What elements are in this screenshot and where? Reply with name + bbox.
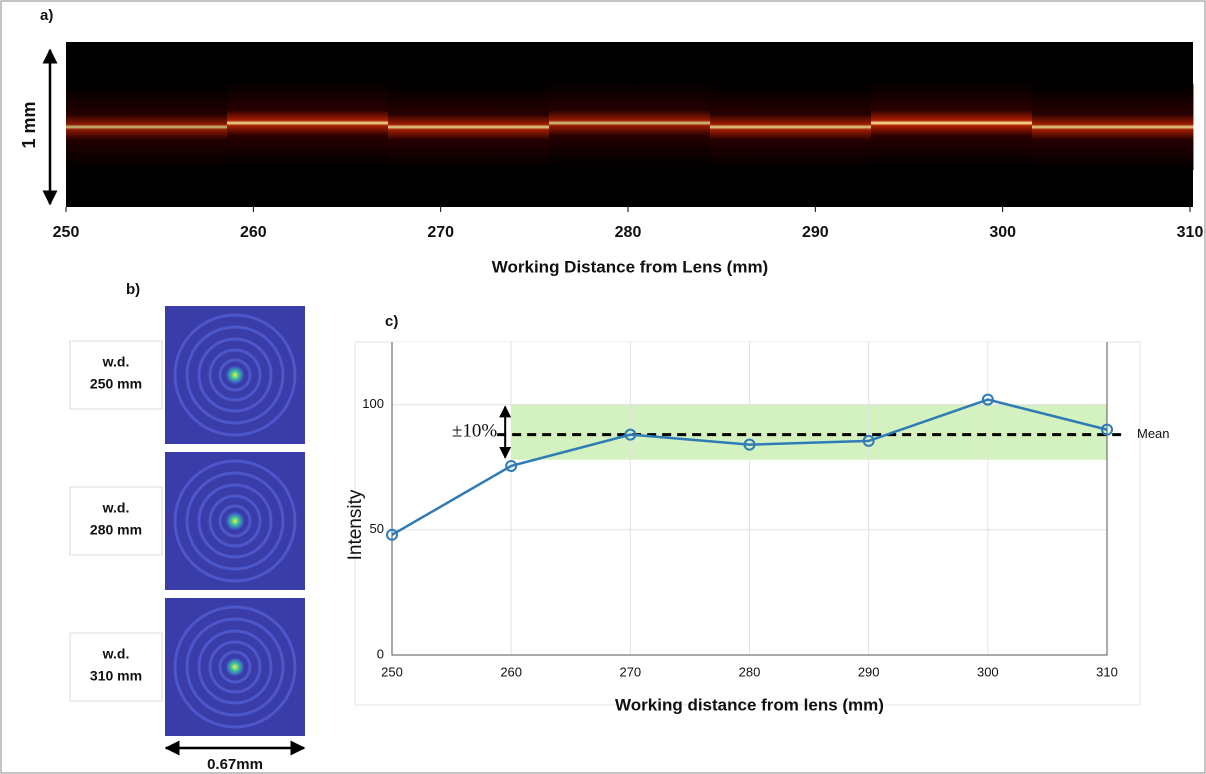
label: 310 mm (90, 668, 142, 684)
x-tick-label: 310 (1177, 224, 1204, 241)
x-tick-label: 270 (619, 664, 641, 679)
spot (226, 512, 244, 530)
label: w.d. (102, 354, 130, 370)
x-tick-label: 270 (427, 224, 454, 241)
x-tick-label: 290 (858, 664, 880, 679)
x-tick-label: 310 (1096, 664, 1118, 679)
y-tick-label: 50 (370, 521, 384, 536)
panel-b: b) w.d. 250 mm w.d. 280 mm w.d. 310 mm 0.67mm (70, 281, 305, 773)
x-label: Working distance from lens (mm) (615, 695, 884, 714)
panel-label: c) (385, 313, 398, 330)
tolerance-band (511, 405, 1107, 460)
beam-segment (549, 80, 711, 166)
x-tick-label: 280 (615, 224, 642, 241)
mean-label: Mean (1137, 426, 1170, 441)
label: 250 mm (90, 376, 142, 392)
x-tick-label: 250 (381, 664, 403, 679)
panel-a: a) 1 mm Working Distance from Lens (mm) (19, 7, 1194, 277)
y-label: Intensity (345, 489, 366, 560)
beam-segment (388, 84, 550, 170)
x-tick-label: 280 (739, 664, 761, 679)
figure: a) 1 mm Working Distance from Lens (mm) … (0, 0, 1206, 774)
beam-segment (871, 80, 1033, 166)
band-label: ±10% (452, 421, 497, 442)
scale-label: 0.67mm (207, 756, 263, 773)
spot (226, 658, 244, 676)
x-tick-label: 300 (977, 664, 999, 679)
panel-label: b) (126, 281, 140, 298)
x-label: Working Distance from Lens (mm) (492, 257, 768, 276)
beam-segment (227, 80, 389, 166)
x-tick-label: 260 (240, 224, 267, 241)
label: w.d. (102, 646, 130, 662)
beam-segment (710, 84, 872, 170)
beam-segment (1032, 84, 1194, 170)
y-tick-label: 100 (362, 396, 384, 411)
spot (226, 366, 244, 384)
label: w.d. (102, 500, 130, 516)
label: 280 mm (90, 522, 142, 538)
x-tick-label: 260 (500, 664, 522, 679)
y-label: 1 mm (19, 101, 39, 148)
panel-label: a) (40, 7, 53, 24)
x-tick-label: 300 (989, 224, 1016, 241)
y-tick-label: 0 (377, 646, 384, 661)
x-tick-label: 250 (53, 224, 80, 241)
x-tick-label: 290 (802, 224, 829, 241)
beam-segment (66, 84, 228, 170)
